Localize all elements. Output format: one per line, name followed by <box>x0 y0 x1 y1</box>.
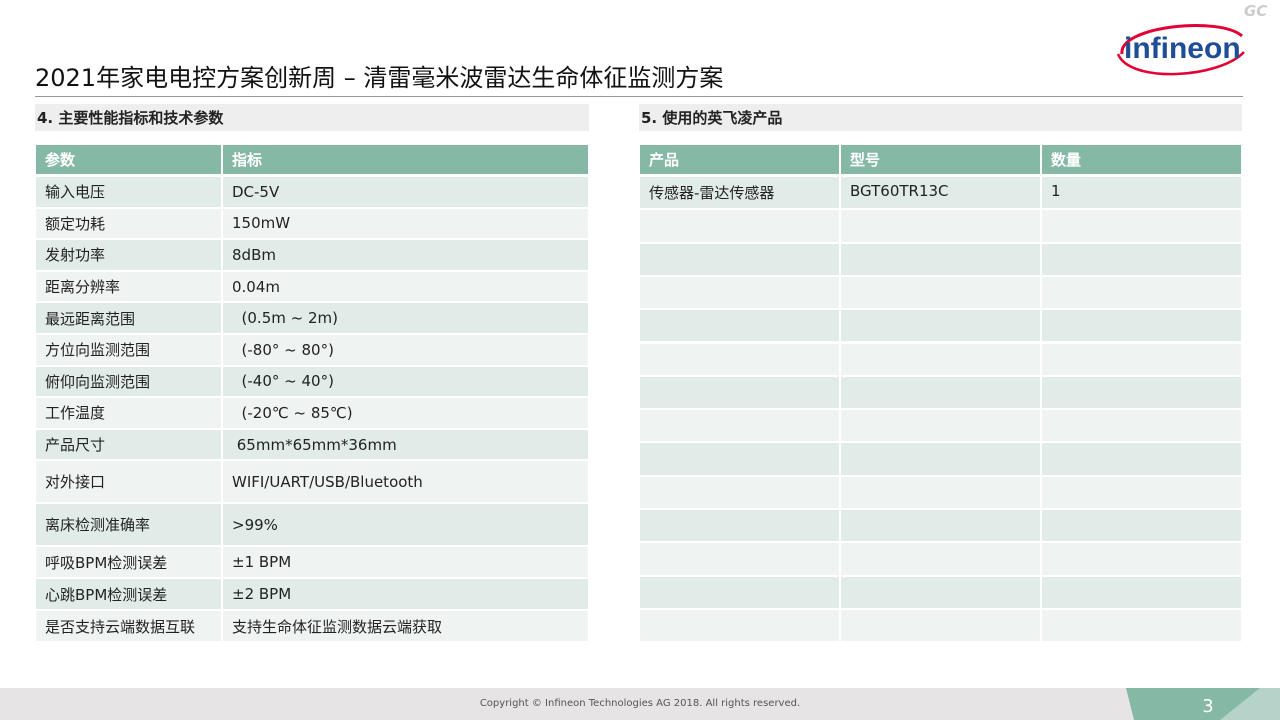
table-cell <box>840 475 1041 509</box>
table-cell <box>639 608 840 643</box>
table-cell: 8dBm <box>222 239 589 271</box>
table-cell <box>1041 509 1242 543</box>
copyright: Copyright © Infineon Technologies AG 201… <box>479 698 801 709</box>
footer-bar <box>0 688 1280 720</box>
logo: infineon <box>1116 24 1245 76</box>
table-cell <box>1041 542 1242 576</box>
section-heading: 4. 主要性能指标和技术参数 <box>35 104 589 131</box>
section-heading: 5. 使用的英飞凌产品 <box>639 104 1242 131</box>
table-cell <box>840 375 1041 410</box>
table-cell: (-80° ~ 80°) <box>222 334 589 366</box>
table-cell: 最远距离范围 <box>35 302 222 334</box>
badge: GC <box>1244 2 1268 20</box>
table-cell <box>840 442 1041 476</box>
table-cell <box>1041 242 1242 276</box>
logo-text: infineon <box>1124 32 1241 65</box>
table-cell: (-20℃ ~ 85℃) <box>222 397 589 429</box>
table-cell <box>840 608 1041 643</box>
table-cell: 离床检测准确率 <box>35 503 222 547</box>
table-cell <box>1041 442 1242 476</box>
table-cell: DC-5V <box>222 176 589 208</box>
column-header: 指标 <box>222 144 589 175</box>
table-cell: 心跳BPM检测误差 <box>35 578 222 611</box>
table-cell: WIFI/UART/USB/Bluetooth <box>222 460 589 504</box>
table-cell <box>639 509 840 543</box>
table-cell <box>1041 209 1242 243</box>
table-cell <box>639 542 840 576</box>
table-cell <box>639 209 840 243</box>
table-cell <box>840 209 1041 243</box>
table-cell: 传感器-雷达传感器 <box>639 176 840 210</box>
table-cell: 150mW <box>222 207 589 240</box>
table-cell: (-40° ~ 40°) <box>222 365 589 398</box>
table-cell: 方位向监测范围 <box>35 334 222 366</box>
table-cell: 工作温度 <box>35 397 222 429</box>
column-header: 产品 <box>639 144 840 175</box>
table-cell: 1 <box>1041 176 1242 210</box>
table-cell <box>639 242 840 276</box>
table-cell: 对外接口 <box>35 460 222 504</box>
table-cell <box>639 442 840 476</box>
table-cell <box>1041 575 1242 609</box>
table-cell: (0.5m ~ 2m) <box>222 302 589 334</box>
table-cell <box>840 409 1041 443</box>
table-cell: 距离分辨率 <box>35 270 222 303</box>
table-cell <box>639 309 840 343</box>
table-cell: ±1 BPM <box>222 546 589 579</box>
table-cell: 额定功耗 <box>35 207 222 240</box>
table-cell: BGT60TR13C <box>840 176 1041 210</box>
table-cell <box>1041 275 1242 310</box>
table-cell <box>639 475 840 509</box>
table-cell <box>840 275 1041 310</box>
table-cell <box>840 242 1041 276</box>
table-cell <box>1041 342 1242 376</box>
column-header: 数量 <box>1041 144 1242 175</box>
table-cell <box>840 309 1041 343</box>
table-cell: 是否支持云端数据互联 <box>35 610 222 643</box>
title-rule <box>35 96 1243 97</box>
table-cell <box>639 575 840 609</box>
column-header: 型号 <box>840 144 1041 175</box>
table-cell <box>840 575 1041 609</box>
table-cell: 产品尺寸 <box>35 428 222 461</box>
table-cell <box>639 409 840 443</box>
table-cell: 发射功率 <box>35 239 222 271</box>
table-cell <box>840 542 1041 576</box>
table-cell <box>1041 409 1242 443</box>
table-cell <box>1041 309 1242 343</box>
table-cell <box>639 375 840 410</box>
table-cell <box>1041 475 1242 509</box>
column-header: 参数 <box>35 144 222 175</box>
table-cell: 俯仰向监测范围 <box>35 365 222 398</box>
table-cell <box>840 342 1041 376</box>
table-cell <box>1041 608 1242 643</box>
table-cell <box>639 275 840 310</box>
page-number: 3 <box>1202 696 1213 717</box>
table-cell <box>1041 375 1242 410</box>
title: 2021年家电电控方案创新周 – 清雷毫米波雷达生命体征监测方案 <box>35 64 724 92</box>
page-badge: 3 <box>1126 688 1280 720</box>
table-cell: 输入电压 <box>35 176 222 208</box>
table-cell: 支持生命体征监测数据云端获取 <box>222 610 589 643</box>
table-cell: 呼吸BPM检测误差 <box>35 546 222 579</box>
table-cell: >99% <box>222 503 589 547</box>
table-cell: 65mm*65mm*36mm <box>222 428 589 461</box>
table-cell: 0.04m <box>222 270 589 303</box>
table-cell <box>639 342 840 376</box>
table-cell: ±2 BPM <box>222 578 589 611</box>
table-cell <box>840 509 1041 543</box>
